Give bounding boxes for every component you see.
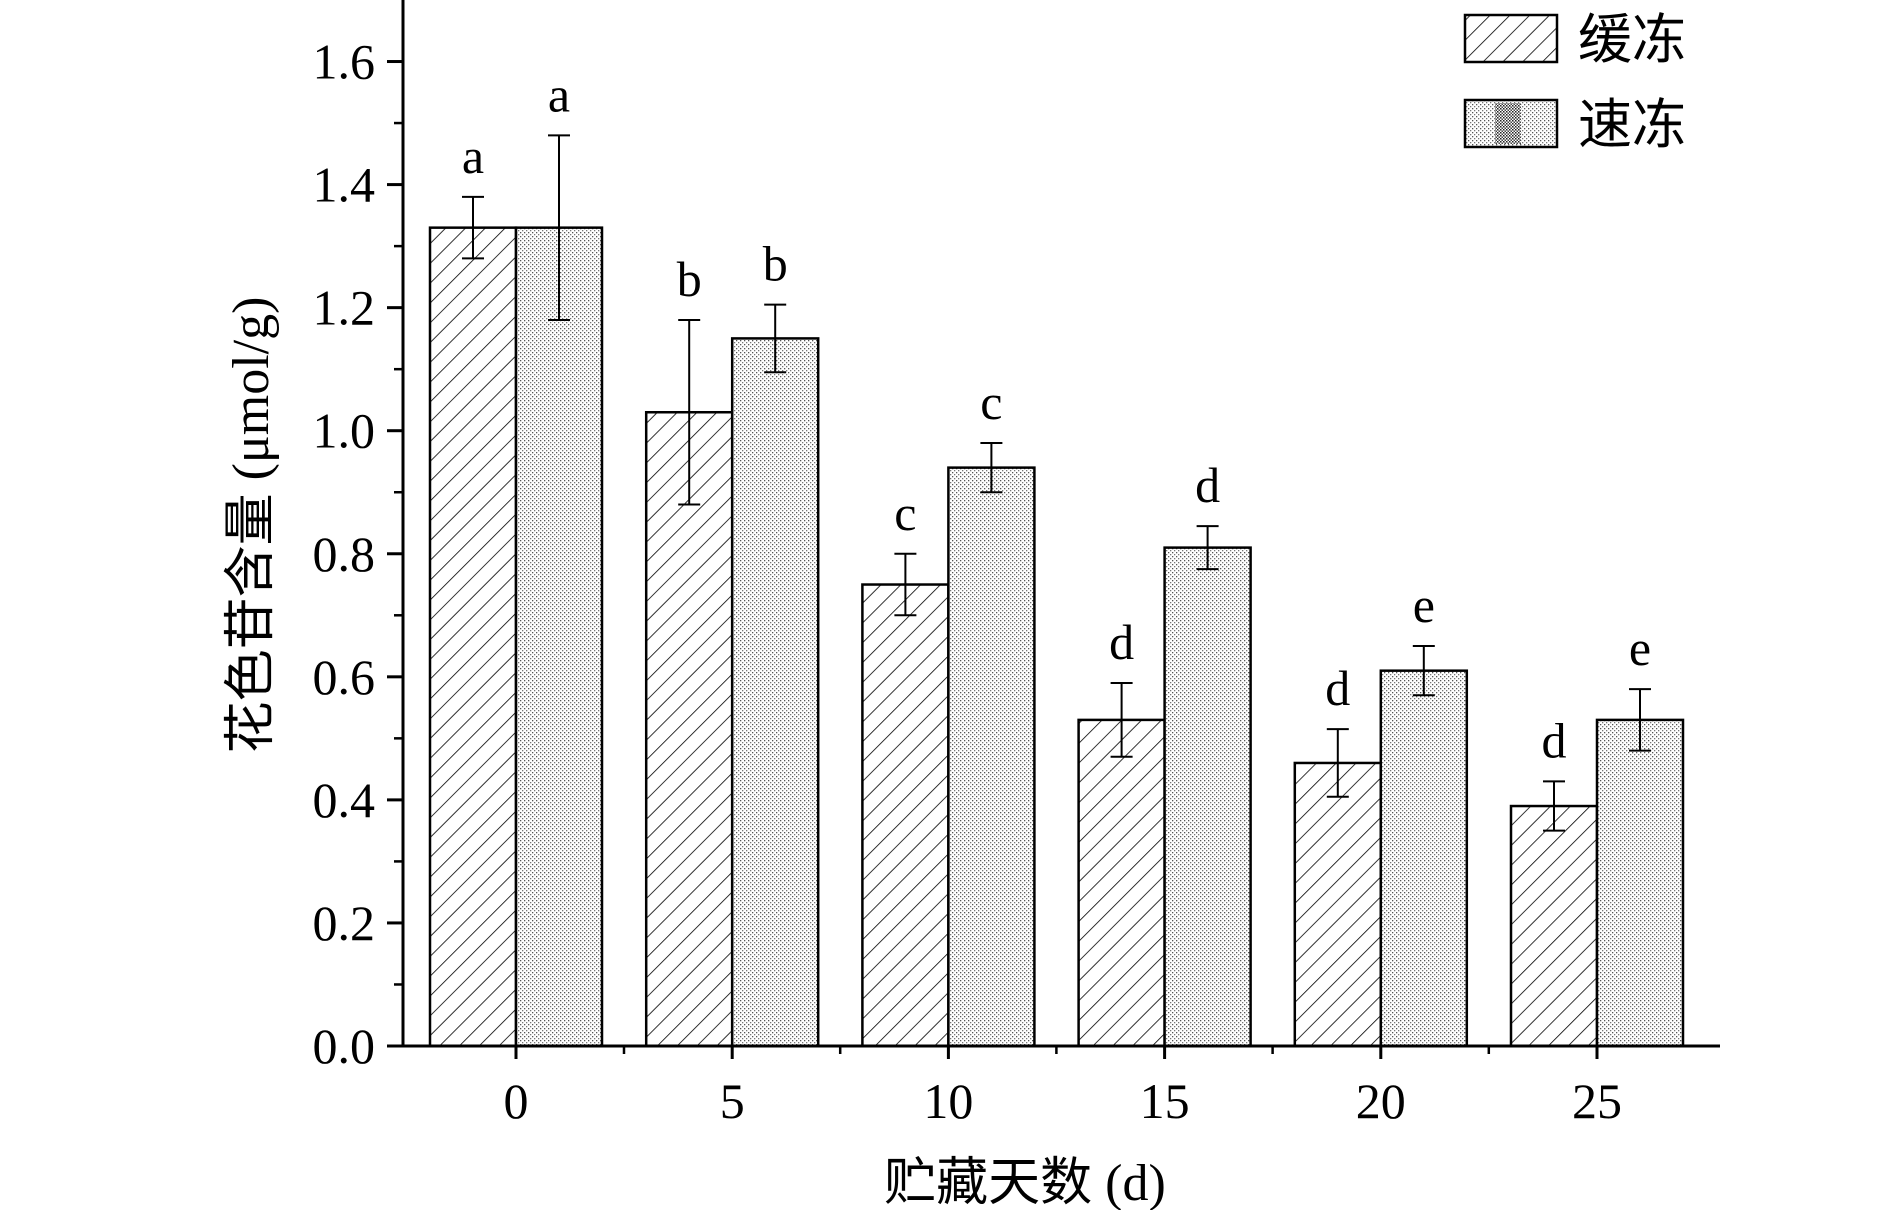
bar-slow-freeze (644, 410, 734, 1048)
x-tick-label: 25 (1572, 1073, 1622, 1129)
bar-quick-freeze (514, 226, 604, 1048)
x-tick-label: 0 (504, 1073, 529, 1129)
y-tick-label: 0.8 (313, 526, 376, 582)
bar-slow-freeze (1077, 718, 1166, 1048)
bar-slow-freeze (1293, 761, 1383, 1048)
significance-label: d (1542, 712, 1567, 768)
bar-slow-freeze (861, 583, 950, 1048)
significance-label: b (677, 251, 702, 307)
significance-label: c (894, 485, 916, 541)
x-tick-label: 5 (720, 1073, 745, 1129)
significance-label: b (763, 236, 788, 292)
legend-label-slow-freeze: 缓冻 (1578, 10, 1686, 70)
y-tick-label: 0.6 (313, 649, 376, 705)
significance-label: d (1325, 660, 1350, 716)
significance-label: d (1195, 457, 1220, 513)
bar-slow-freeze (1509, 804, 1599, 1048)
bar-quick-freeze (1595, 718, 1685, 1048)
y-tick-label: 1.4 (313, 157, 376, 213)
bar-quick-freeze (1379, 669, 1469, 1048)
significance-label: e (1629, 620, 1651, 676)
significance-label: d (1109, 614, 1134, 670)
y-tick-label: 0.0 (313, 1018, 376, 1074)
y-tick-label: 1.0 (313, 403, 376, 459)
significance-label: e (1413, 577, 1435, 633)
x-tick-label: 20 (1356, 1073, 1406, 1129)
y-axis-title: 花色苷含量 (μmol/g) (223, 297, 280, 754)
significance-label: a (462, 128, 484, 184)
legend-label-quick-freeze: 速冻 (1578, 95, 1686, 155)
bar-quick-freeze (1163, 546, 1252, 1048)
bar-quick-freeze (947, 466, 1036, 1048)
y-tick-label: 0.4 (313, 772, 376, 828)
significance-label: c (980, 374, 1002, 430)
y-tick-label: 1.2 (313, 280, 376, 336)
y-tick-label: 1.6 (313, 34, 376, 90)
legend-swatch-slow-freeze (1463, 13, 1559, 64)
x-axis-title: 贮藏天数 (d) (884, 1155, 1166, 1210)
bar-quick-freeze (730, 337, 820, 1048)
legend-swatch-quick-freeze (1463, 98, 1559, 149)
significance-label: a (548, 66, 570, 122)
y-tick-label: 0.2 (313, 895, 376, 951)
x-tick-label: 15 (1140, 1073, 1190, 1129)
x-tick-label: 10 (923, 1073, 973, 1129)
bar-slow-freeze (428, 226, 518, 1048)
legend: 缓冻 速冻 (1463, 10, 1686, 155)
